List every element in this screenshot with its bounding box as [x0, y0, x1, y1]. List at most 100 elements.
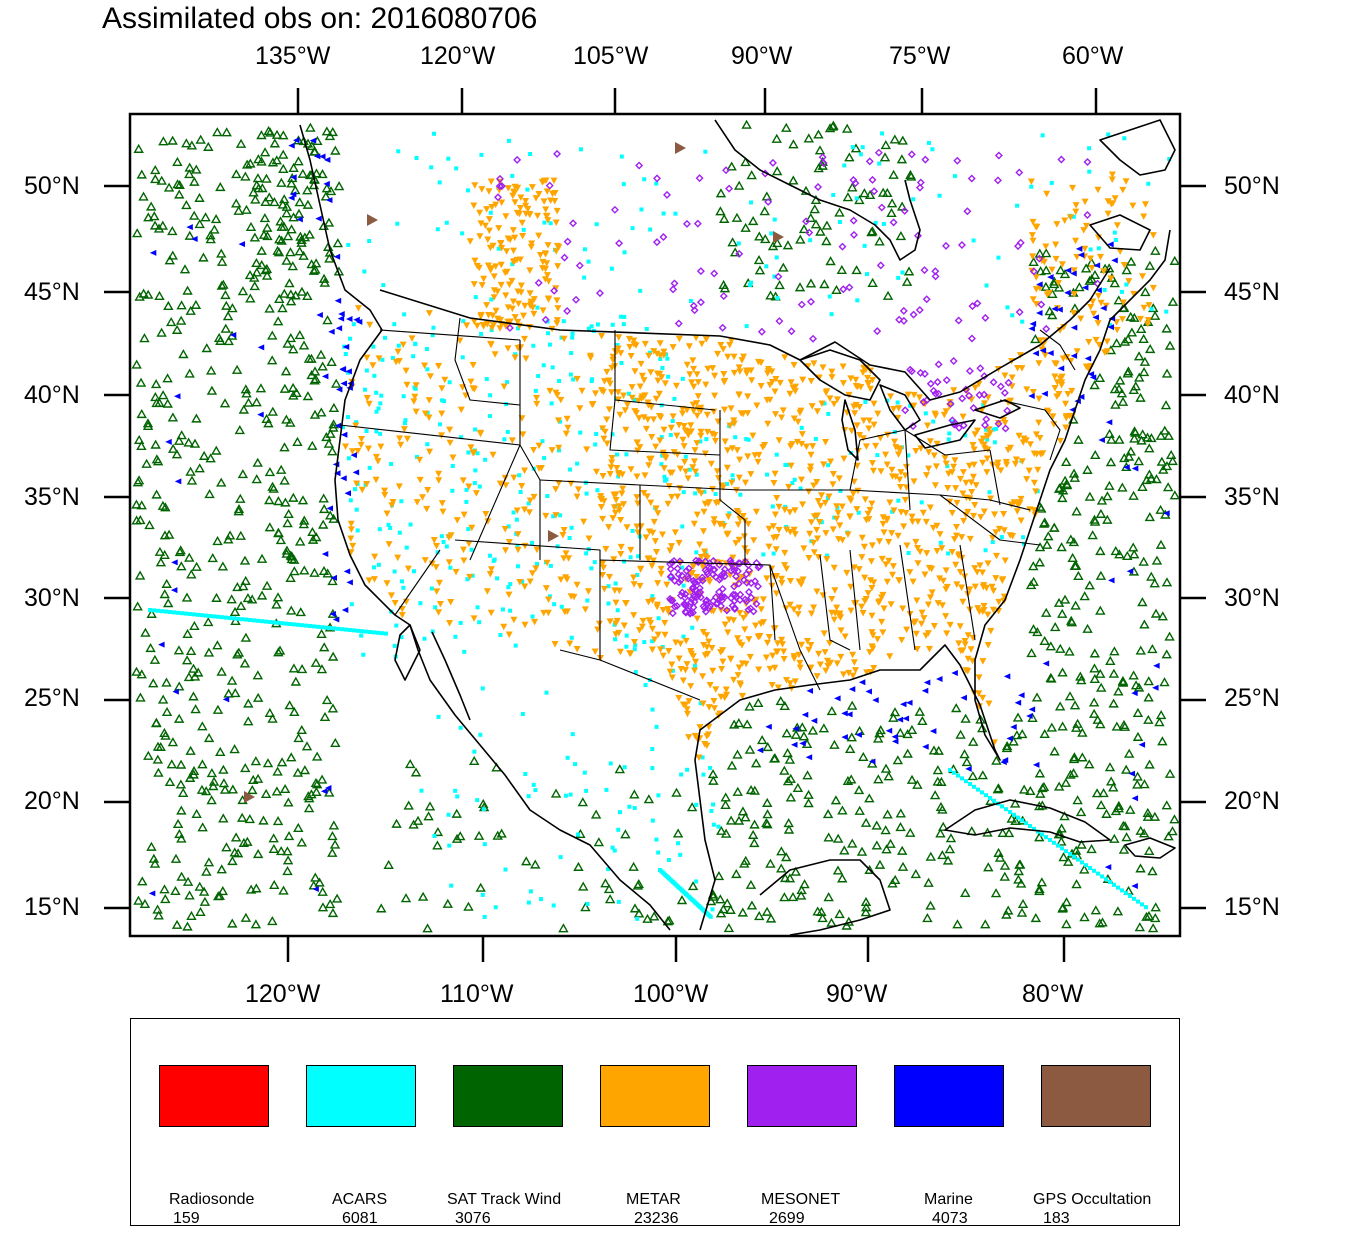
- obs-acars: [662, 474, 667, 479]
- obs-sat-track-wind: [249, 232, 261, 242]
- obs-metar: [790, 526, 798, 534]
- obs-sat-track-wind: [719, 283, 731, 293]
- obs-acars: [392, 569, 397, 574]
- obs-metar: [370, 576, 378, 583]
- obs-acars: [911, 197, 916, 202]
- obs-sat-track-wind: [131, 228, 143, 238]
- obs-marine: [339, 366, 347, 373]
- obs-metar: [749, 432, 757, 440]
- obs-acars: [431, 325, 436, 330]
- obs-acars: [808, 238, 813, 243]
- obs-metar: [411, 393, 419, 401]
- obs-sat-track-wind: [432, 840, 443, 850]
- obs-mesonet: [719, 292, 728, 301]
- obs-metar: [953, 581, 961, 588]
- obs-gps-occultation: [675, 142, 686, 154]
- obs-acars: [346, 456, 351, 461]
- obs-sat-track-wind: [1158, 464, 1169, 474]
- obs-sat-track-wind: [216, 666, 227, 676]
- lake-huron: [879, 384, 921, 431]
- obs-sat-track-wind: [732, 786, 743, 796]
- obs-sat-track-wind: [1014, 859, 1026, 869]
- obs-marine: [1042, 660, 1050, 667]
- obs-marine: [325, 197, 333, 204]
- obs-sat-track-wind: [170, 853, 182, 863]
- obs-metar: [548, 447, 556, 454]
- obs-sat-track-wind: [826, 706, 838, 716]
- obs-sat-track-wind: [798, 731, 810, 741]
- obs-marine: [1084, 355, 1092, 362]
- obs-sat-track-wind: [1061, 919, 1072, 929]
- obs-sat-track-wind: [216, 477, 227, 487]
- obs-metar: [885, 538, 893, 546]
- obs-metar: [600, 498, 608, 505]
- obs-acars: [616, 827, 621, 832]
- obs-metar: [573, 581, 581, 589]
- obs-metar: [605, 573, 613, 581]
- obs-sat-track-wind: [293, 208, 305, 218]
- obs-sat-track-wind: [451, 833, 463, 843]
- obs-sat-track-wind: [203, 857, 215, 867]
- obs-metar: [1036, 434, 1044, 442]
- obs-metar: [573, 493, 581, 501]
- obs-metar: [955, 640, 963, 647]
- obs-sat-track-wind: [929, 790, 941, 800]
- obs-metar: [704, 428, 712, 436]
- obs-metar: [969, 441, 977, 449]
- obs-metar: [534, 212, 542, 220]
- obs-metar: [710, 516, 718, 523]
- obs-acars: [376, 630, 380, 635]
- obs-marine: [257, 411, 264, 418]
- obs-mesonet: [687, 595, 696, 604]
- obs-mesonet: [695, 174, 704, 183]
- obs-metar: [1068, 387, 1076, 395]
- obs-metar: [737, 410, 745, 417]
- obs-metar: [1015, 432, 1023, 440]
- obs-metar: [1032, 286, 1040, 293]
- obs-metar: [915, 394, 923, 401]
- obs-sat-track-wind: [287, 261, 298, 271]
- obs-sat-track-wind: [241, 159, 253, 169]
- obs-metar: [470, 449, 478, 456]
- obs-acars: [700, 755, 705, 760]
- obs-sat-track-wind: [316, 407, 327, 417]
- obs-sat-track-wind: [1072, 795, 1083, 805]
- obs-metar: [347, 526, 355, 533]
- obs-metar: [850, 564, 858, 571]
- obs-marine: [1087, 371, 1095, 378]
- obs-sat-track-wind: [802, 770, 813, 780]
- obs-acars: [676, 841, 681, 846]
- obs-metar: [613, 617, 621, 625]
- obs-metar: [687, 422, 695, 429]
- obs-metar: [675, 695, 683, 702]
- obs-sat-track-wind: [318, 493, 329, 503]
- obs-acars: [156, 608, 160, 613]
- obs-metar: [480, 275, 488, 283]
- obs-metar: [769, 652, 777, 660]
- obs-mesonet: [965, 391, 973, 400]
- obs-metar: [860, 543, 868, 551]
- obs-acars: [946, 551, 951, 556]
- obs-metar: [861, 598, 869, 605]
- obs-metar: [705, 638, 713, 646]
- obs-acars: [446, 156, 451, 161]
- obs-metar: [883, 578, 891, 586]
- obs-sat-track-wind: [1130, 427, 1141, 437]
- obs-metar: [773, 590, 781, 597]
- obs-acars: [528, 889, 533, 894]
- obs-metar: [721, 406, 729, 414]
- obs-acars: [517, 473, 522, 478]
- obs-metar: [839, 363, 847, 371]
- obs-sat-track-wind: [412, 815, 424, 825]
- obs-metar: [1113, 326, 1121, 334]
- obs-metar: [1113, 222, 1121, 229]
- obs-metar: [521, 506, 529, 513]
- obs-metar: [663, 581, 671, 589]
- obs-metar: [967, 479, 975, 486]
- obs-acars: [624, 644, 629, 649]
- obs-sat-track-wind: [232, 582, 243, 592]
- obs-acars: [628, 555, 633, 560]
- obs-metar: [827, 458, 835, 465]
- obs-acars: [881, 221, 886, 226]
- obs-acars: [650, 766, 655, 771]
